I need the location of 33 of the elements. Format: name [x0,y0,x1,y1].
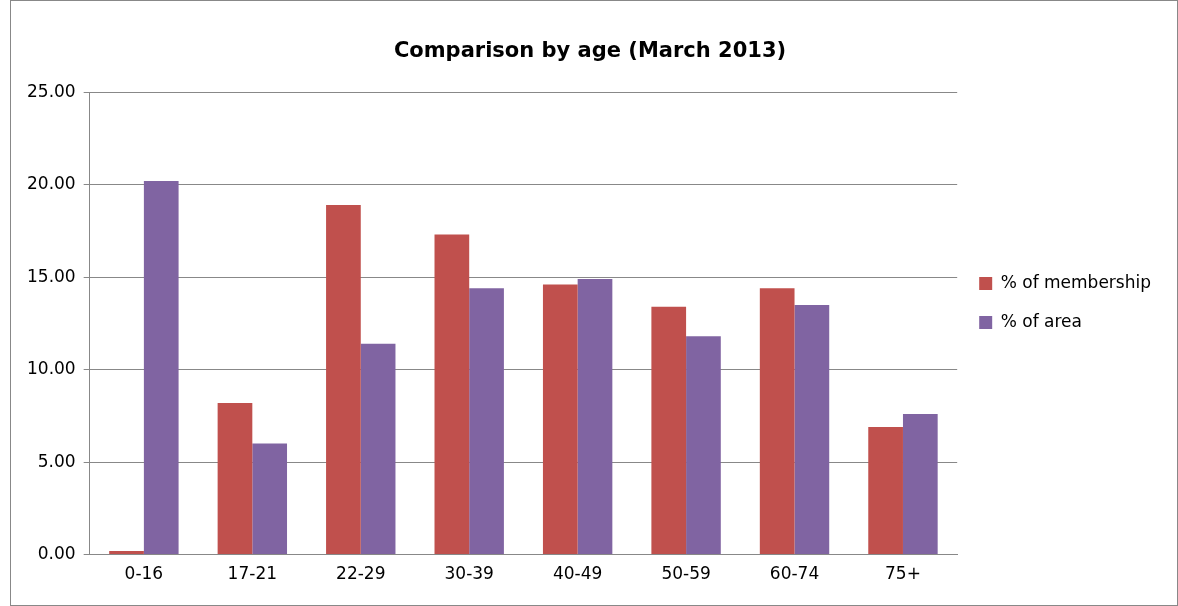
bar [217,402,253,555]
y-tick-label: 25.00 [27,80,76,101]
bar [109,550,144,555]
bar [794,304,830,555]
x-tick-label: 40-49 [552,563,603,584]
bar [469,288,504,555]
x-tick-label: 17-21 [227,563,278,584]
x-tick-label: 60-74 [769,563,820,584]
bar [542,284,578,555]
bar [759,288,795,555]
legend-label: % of membership [1000,271,1151,292]
bar [360,343,396,555]
bar [902,414,938,555]
y-tick-label: 20.00 [27,173,76,194]
y-tick-label: 10.00 [27,358,76,379]
bar [686,336,721,555]
chart-title: Comparison by age (March 2013) [393,38,787,63]
y-tick-label: 0.00 [37,543,76,564]
x-tick-label: 75+ [885,563,921,584]
y-tick-label: 15.00 [27,265,76,286]
legend-label: % of area [1000,310,1082,331]
y-tick-label: 5.00 [37,450,76,471]
bar [868,426,903,555]
x-tick-label: 50-59 [661,563,711,584]
bar [252,443,288,555]
bar [143,180,179,555]
bar [577,279,613,555]
x-tick-label: 30-39 [444,563,494,584]
x-tick-label: 22-29 [336,563,386,584]
bar [651,306,687,555]
bar [434,234,470,555]
x-tick-label: 0-16 [124,563,164,584]
bar [326,205,361,555]
